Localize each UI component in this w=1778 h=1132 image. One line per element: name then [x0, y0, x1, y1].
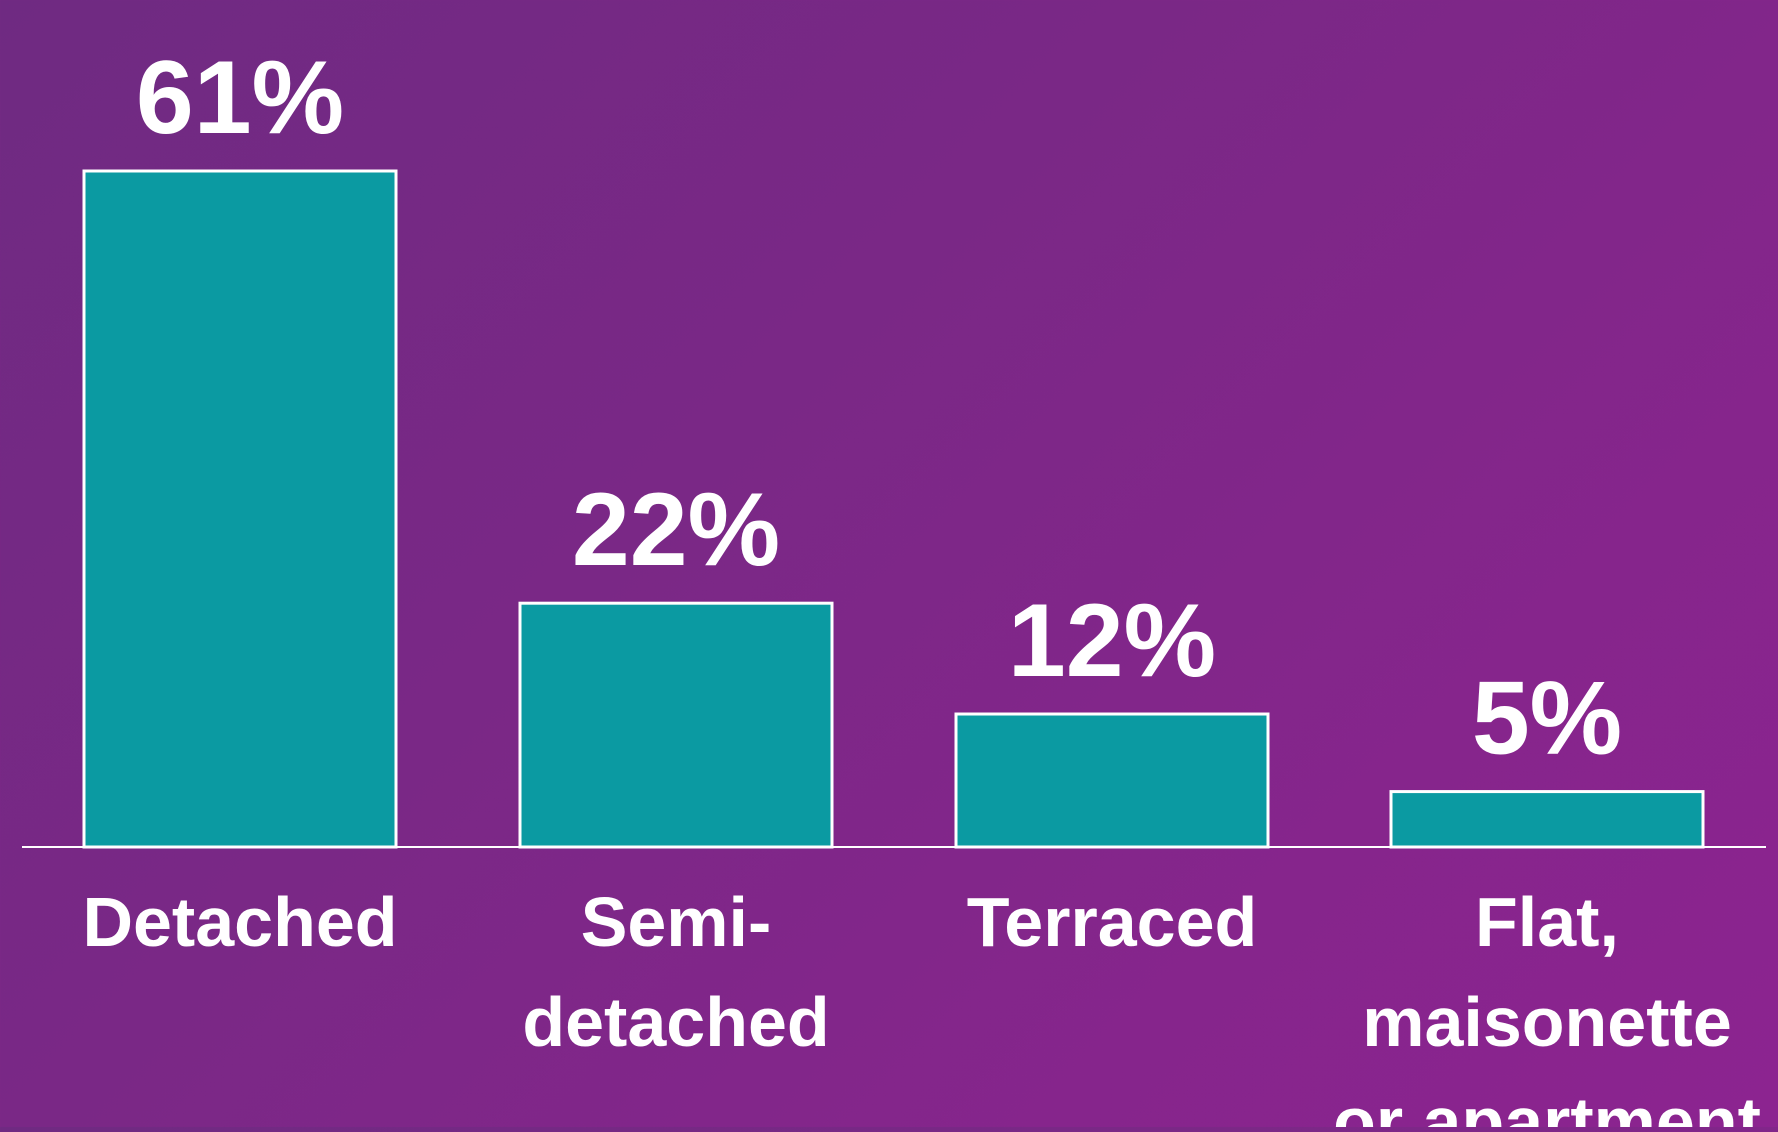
category-label-3-line-1: maisonette: [1362, 983, 1732, 1061]
category-label-0: Detached: [82, 883, 397, 961]
category-label-3-line-0: Flat,: [1475, 883, 1619, 961]
category-label-0-line-0: Detached: [82, 883, 397, 961]
category-label-1: Semi-detached: [522, 883, 829, 1061]
bar-3: [1389, 790, 1705, 849]
bar-1: [518, 601, 834, 849]
bars-layer: [82, 169, 1705, 849]
value-label-0: 61%: [136, 40, 344, 156]
value-label-2: 12%: [1008, 583, 1216, 699]
category-labels-layer: Detached Semi-detached Terraced Flat, maison…: [82, 883, 1761, 1132]
value-label-1: 22%: [572, 472, 780, 588]
category-label-2: Terraced: [967, 883, 1258, 961]
category-label-2-line-0: Terraced: [967, 883, 1258, 961]
bar-2: [954, 712, 1270, 849]
category-label-3-line-2: or apartment: [1333, 1083, 1761, 1127]
category-label-1-line-0: Semi-: [581, 883, 772, 961]
value-labels-layer: 61% 22% 12% 5%: [136, 40, 1622, 777]
category-label-1-line-1: detached: [522, 983, 829, 1061]
bar-0: [82, 169, 398, 849]
value-label-3: 5%: [1472, 661, 1622, 777]
category-label-3: Flat, maisonette or apartment: [1333, 883, 1761, 1127]
